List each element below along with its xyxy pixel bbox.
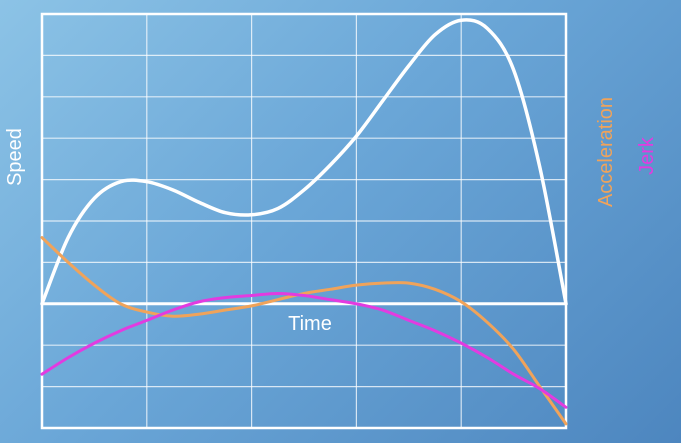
y-axis-label: Speed <box>4 128 26 186</box>
jerk-line <box>40 291 568 409</box>
acceleration-line <box>40 236 568 426</box>
speed-line <box>40 18 568 306</box>
grid <box>41 13 567 429</box>
legend-acceleration-label: Acceleration <box>595 97 617 207</box>
legend-jerk-label: Jerk <box>636 136 658 175</box>
x-axis-label: Time <box>288 313 332 335</box>
plot-frame <box>40 12 568 430</box>
